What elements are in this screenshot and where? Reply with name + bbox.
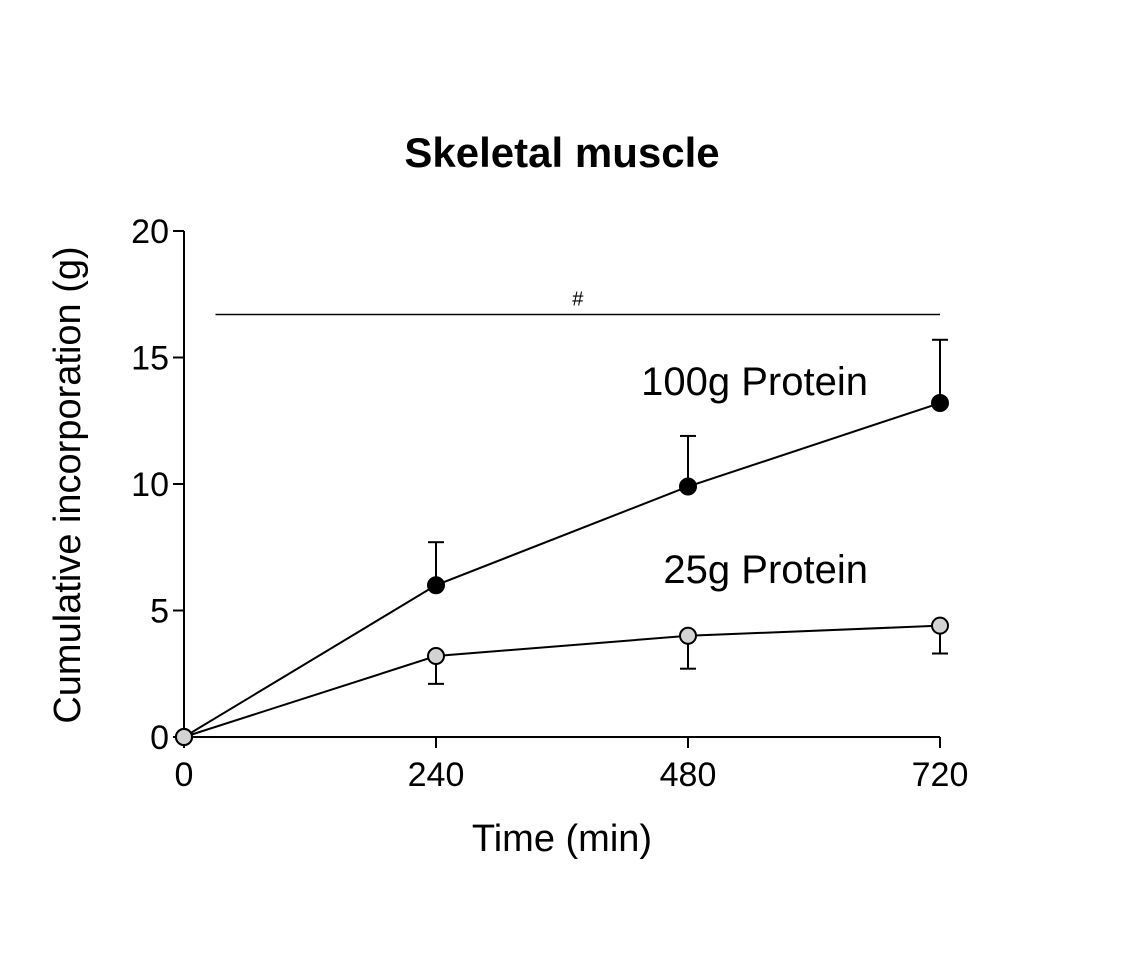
- data-point: [427, 576, 445, 595]
- data-point: [679, 477, 697, 496]
- x-tick-label: 0: [175, 756, 194, 794]
- series-line: [183, 402, 941, 738]
- series-label: 100g Protein: [641, 360, 868, 404]
- y-tick-label: 10: [131, 466, 169, 504]
- y-axis-label: Cumulative incorporation (g): [47, 246, 89, 723]
- axes: 0 5 10 15 20 0 240 480 720: [131, 213, 968, 794]
- x-tick-label: 480: [660, 756, 717, 794]
- data-point: [679, 626, 697, 645]
- data-point: [931, 616, 949, 635]
- series-group: 100g Protein 25g Protein: [175, 338, 949, 746]
- y-tick-label: 0: [150, 719, 169, 757]
- y-tick-label: 15: [131, 340, 169, 378]
- data-point: [931, 394, 949, 413]
- x-tick-label: 240: [408, 756, 465, 794]
- x-axis-label: Time (min): [472, 818, 652, 860]
- series-2: 25g Protein: [175, 548, 949, 746]
- series-label: 25g Protein: [663, 548, 868, 592]
- origin-point: [175, 728, 193, 746]
- series-1: 100g Protein: [175, 338, 949, 746]
- y-tick-label: 5: [150, 593, 169, 631]
- significance-annotation: #: [215, 288, 940, 316]
- y-tick-label: 20: [131, 213, 169, 251]
- x-tick-label: 720: [912, 756, 969, 794]
- series-line: [183, 624, 941, 738]
- chart-title: Skeletal muscle: [404, 129, 719, 176]
- data-point: [427, 647, 445, 666]
- significance-label: #: [572, 288, 584, 310]
